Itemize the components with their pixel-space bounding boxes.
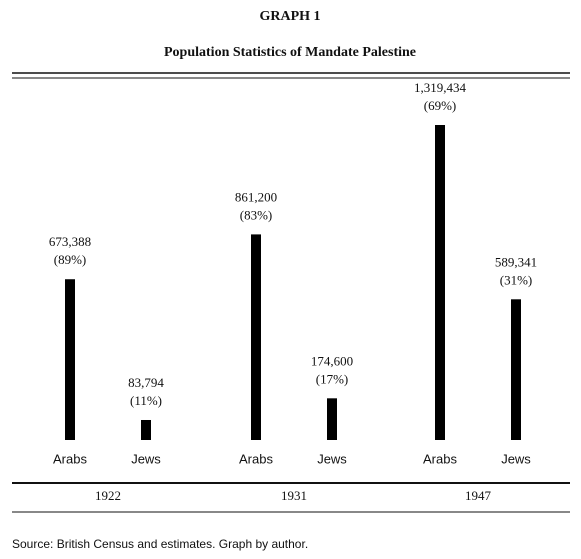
share-label: (69%) bbox=[424, 98, 457, 113]
value-label: 673,388 bbox=[49, 234, 91, 249]
value-label: 1,319,434 bbox=[414, 80, 467, 95]
source-note: Source: British Census and estimates. Gr… bbox=[12, 537, 308, 551]
share-label: (17%) bbox=[316, 371, 349, 386]
chart-subtitle: Population Statistics of Mandate Palesti… bbox=[164, 45, 416, 60]
series-label: Jews bbox=[317, 451, 347, 466]
series-label: Jews bbox=[501, 451, 531, 466]
bar bbox=[327, 398, 337, 440]
bar bbox=[511, 299, 521, 440]
bar bbox=[251, 234, 261, 440]
value-label: 174,600 bbox=[311, 353, 353, 368]
x-tick-label: 1947 bbox=[465, 488, 492, 503]
value-label: 83,794 bbox=[128, 375, 164, 390]
value-label: 861,200 bbox=[235, 189, 277, 204]
share-label: (83%) bbox=[240, 207, 273, 222]
series-label: Arabs bbox=[53, 451, 87, 466]
x-tick-label: 1922 bbox=[95, 488, 121, 503]
bar bbox=[435, 125, 445, 440]
series-label: Jews bbox=[131, 451, 161, 466]
chart-title: GRAPH 1 bbox=[259, 9, 320, 24]
bar bbox=[141, 419, 151, 440]
bar bbox=[65, 279, 75, 440]
share-label: (11%) bbox=[130, 393, 162, 408]
x-tick-label: 1931 bbox=[281, 488, 307, 503]
series-label: Arabs bbox=[239, 451, 273, 466]
share-label: (31%) bbox=[500, 272, 533, 287]
value-label: 589,341 bbox=[495, 254, 537, 269]
series-label: Arabs bbox=[423, 451, 457, 466]
share-label: (89%) bbox=[54, 252, 87, 267]
